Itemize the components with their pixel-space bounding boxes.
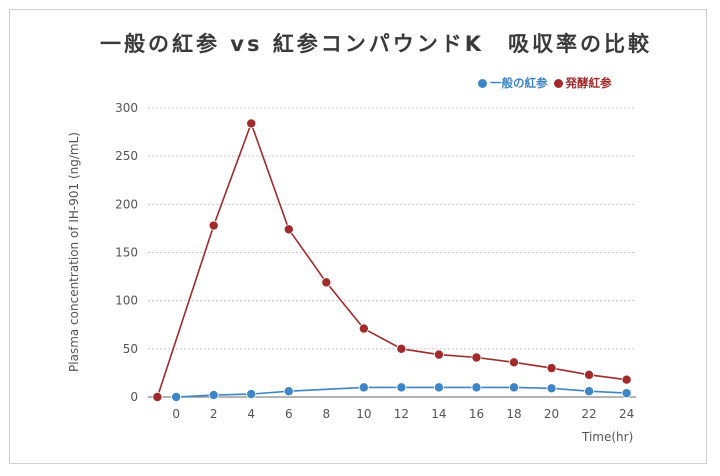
data-point-series-2: [246, 118, 257, 129]
y-tick-label: 100: [115, 294, 138, 308]
x-tick-label: 20: [544, 407, 559, 421]
x-tick-label: 4: [247, 407, 255, 421]
legend-label-series-2: 発酵紅参: [565, 76, 612, 90]
x-tick-label: 8: [322, 407, 330, 421]
chart-title: 一般の紅参 vs 紅参コンパウンドK 吸収率の比較: [99, 32, 653, 56]
x-tick-label: 6: [285, 407, 293, 421]
data-point-series-1: [283, 386, 294, 397]
x-tick-label: 24: [619, 407, 634, 421]
x-tick-label: 22: [581, 407, 596, 421]
y-tick-label: 200: [115, 197, 138, 211]
data-point-series-2: [152, 391, 163, 402]
legend-marker-series-1: [478, 78, 487, 88]
legend-label-series-1: 一般の紅参: [490, 76, 548, 90]
data-point-series-1: [546, 383, 557, 394]
series-line-1: [176, 386, 627, 398]
x-tick-label: 12: [394, 407, 409, 421]
data-point-series-1: [433, 382, 444, 393]
y-tick-label: 0: [130, 390, 138, 404]
legend-item-series-2: 発酵紅参: [553, 75, 612, 91]
data-point-series-1: [471, 382, 482, 393]
y-tick-label: 250: [115, 149, 138, 163]
x-tick-label: 2: [210, 407, 218, 421]
data-point-series-1: [246, 389, 257, 400]
data-point-series-2: [283, 224, 294, 235]
data-point-series-2: [471, 352, 482, 363]
data-point-series-2: [584, 369, 595, 380]
data-point-series-2: [621, 374, 632, 385]
x-tick-label: 0: [172, 407, 180, 421]
data-point-series-1: [171, 391, 182, 402]
x-tick-label: 16: [469, 407, 484, 421]
x-tick-label: 14: [431, 407, 446, 421]
data-point-series-2: [358, 323, 369, 334]
x-tick-label: 10: [356, 407, 371, 421]
data-point-series-1: [508, 382, 519, 393]
data-point-series-1: [584, 386, 595, 397]
data-point-series-1: [621, 388, 632, 399]
data-point-series-1: [358, 382, 369, 393]
y-tick-label: 150: [115, 246, 138, 260]
data-point-series-2: [546, 363, 557, 374]
legend: 一般の紅参 発酵紅参: [478, 74, 612, 92]
legend-item-series-1: 一般の紅参: [478, 75, 548, 91]
data-point-series-1: [396, 382, 407, 393]
data-point-series-2: [396, 343, 407, 354]
data-point-series-2: [208, 220, 219, 231]
x-tick-label: 18: [506, 407, 521, 421]
data-point-series-2: [321, 277, 332, 288]
series-line-2: [156, 121, 627, 398]
y-tick-label: 300: [115, 101, 138, 115]
data-point-series-2: [508, 357, 519, 368]
y-tick-label: 50: [123, 342, 138, 356]
legend-marker-series-2: [553, 78, 563, 88]
data-point-series-1: [208, 390, 219, 401]
x-axis-label: Time(hr): [582, 430, 634, 444]
y-axis-label: Plasma concentration of IH-901 (ng/mL): [67, 132, 81, 372]
data-point-series-2: [433, 349, 444, 360]
